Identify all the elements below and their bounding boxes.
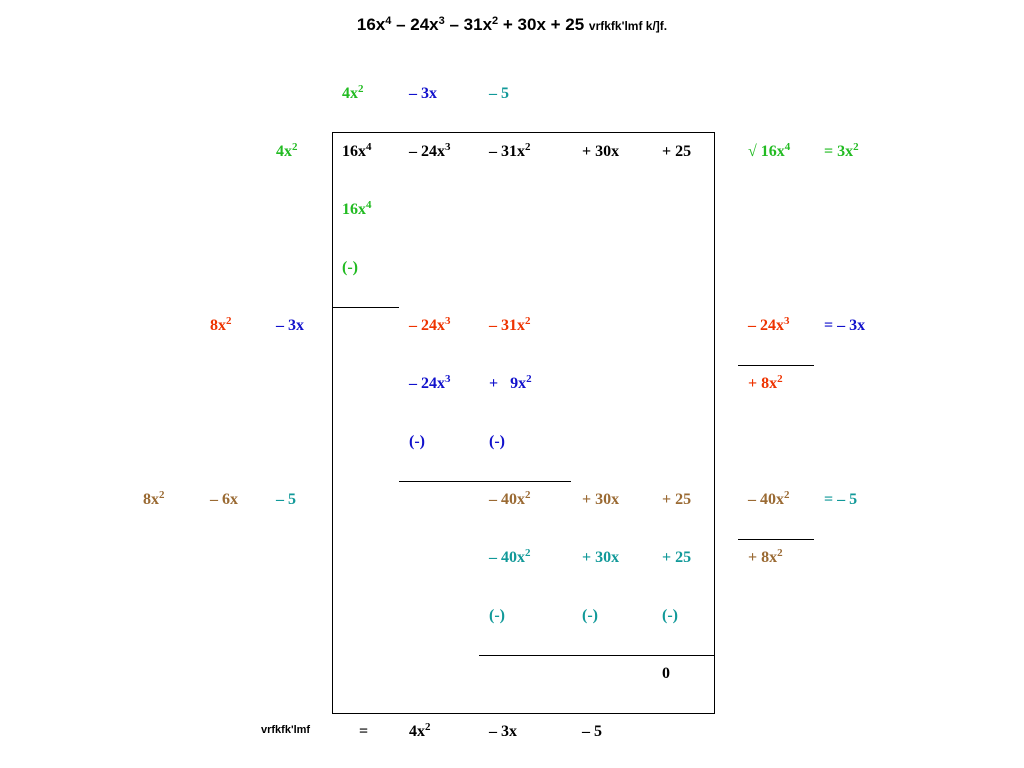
minus-sign: (-) <box>662 607 678 624</box>
box-right-line <box>714 132 715 714</box>
side-calc-term: √ 16x4 <box>748 141 791 161</box>
minus-sign: (-) <box>409 433 425 450</box>
title-exponent: 4 <box>385 15 392 27</box>
title-suffix: vrfkfk'lmf k/]f. <box>588 19 668 33</box>
title-term: 16x <box>356 15 386 34</box>
final-remainder: 0 <box>662 665 670 682</box>
answer-term: – 5 <box>582 723 602 740</box>
step2-rule <box>399 481 571 482</box>
page-title: 16x4 – 24x3 – 31x2 + 30x + 25 vrfkfk'lmf… <box>0 14 1024 37</box>
remainder-term: – 40x2 <box>489 489 531 509</box>
dividend-term: + 25 <box>662 143 692 160</box>
side-calc-result: = – 3x <box>824 317 866 334</box>
remainder-term: – 31x2 <box>489 315 531 335</box>
divisor-term: – 6x <box>210 491 238 508</box>
answer-equals: = <box>359 723 369 740</box>
side-calc-term: + 8x2 <box>748 373 783 393</box>
side-calc-result: = – 5 <box>824 491 858 508</box>
side-calc-term: – 40x2 <box>748 489 790 509</box>
minus-sign: (-) <box>342 259 358 276</box>
divisor-term: 8x2 <box>143 489 165 509</box>
dividend-term: 16x4 <box>342 141 372 161</box>
quotient-term: – 3x <box>409 85 437 102</box>
dividend-term: + 30x <box>582 143 620 160</box>
box-bottom-line <box>332 713 715 714</box>
quotient-term: 4x2 <box>342 83 364 103</box>
subtract-term: – 24x3 <box>409 373 451 393</box>
dividend-term: – 31x2 <box>489 141 531 161</box>
side-rule <box>738 365 814 366</box>
subtract-term: – 40x2 <box>489 547 531 567</box>
side-calc-result: = 3x2 <box>824 141 859 161</box>
remainder-term: + 25 <box>662 491 692 508</box>
quotient-term: – 5 <box>489 85 509 102</box>
step3-rule <box>479 655 714 656</box>
remainder-term: + 30x <box>582 491 620 508</box>
minus-sign: (-) <box>582 607 598 624</box>
side-calc-term: – 24x3 <box>748 315 790 335</box>
title-term: + 30x + 25 <box>498 15 589 34</box>
subtract-term: + 30x <box>582 549 620 566</box>
remainder-term: – 24x3 <box>409 315 451 335</box>
dividend-term: – 24x3 <box>409 141 451 161</box>
minus-sign: (-) <box>489 607 505 624</box>
box-left-line <box>332 132 333 714</box>
title-exponent: 2 <box>492 15 499 27</box>
answer-term: 4x2 <box>409 721 431 741</box>
answer-term: – 3x <box>489 723 517 740</box>
side-calc-term: + 8x2 <box>748 547 783 567</box>
divisor-term: 4x2 <box>276 141 298 161</box>
title-term: – 31x <box>444 15 493 34</box>
side-rule <box>738 539 814 540</box>
step1-rule <box>332 307 399 308</box>
divisor-term: 8x2 <box>210 315 232 335</box>
divisor-term: – 5 <box>276 491 296 508</box>
divisor-term: – 3x <box>276 317 304 334</box>
answer-label: vrfkfk'lmf <box>261 724 311 736</box>
title-exponent: 3 <box>438 15 445 27</box>
title-term: – 24x <box>391 15 439 34</box>
minus-sign: (-) <box>489 433 505 450</box>
subtract-term: 16x4 <box>342 199 372 219</box>
subtract-term: + 25 <box>662 549 692 566</box>
subtract-term: + 9x2 <box>489 373 532 393</box>
box-top-line <box>332 132 715 133</box>
